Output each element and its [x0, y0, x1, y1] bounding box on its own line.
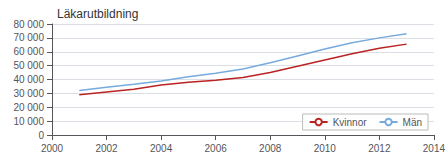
svg-text:20 000: 20 000 — [13, 102, 44, 113]
svg-text:10 000: 10 000 — [13, 116, 44, 127]
svg-text:2010: 2010 — [314, 143, 337, 154]
svg-text:40 000: 40 000 — [13, 74, 44, 85]
svg-text:2004: 2004 — [150, 143, 173, 154]
svg-text:Kvinnor: Kvinnor — [333, 117, 368, 128]
svg-text:2008: 2008 — [259, 143, 282, 154]
svg-text:2002: 2002 — [95, 143, 118, 154]
svg-text:2000: 2000 — [41, 143, 64, 154]
svg-text:80 000: 80 000 — [13, 19, 44, 30]
svg-text:70 000: 70 000 — [13, 32, 44, 43]
svg-text:60 000: 60 000 — [13, 46, 44, 57]
svg-text:2014: 2014 — [423, 143, 446, 154]
svg-text:50 000: 50 000 — [13, 60, 44, 71]
svg-text:Läkarutbildning: Läkarutbildning — [57, 7, 138, 21]
svg-text:Män: Män — [403, 117, 422, 128]
svg-text:2012: 2012 — [368, 143, 391, 154]
svg-text:0: 0 — [38, 130, 44, 141]
svg-text:2006: 2006 — [205, 143, 228, 154]
svg-text:30 000: 30 000 — [13, 88, 44, 99]
